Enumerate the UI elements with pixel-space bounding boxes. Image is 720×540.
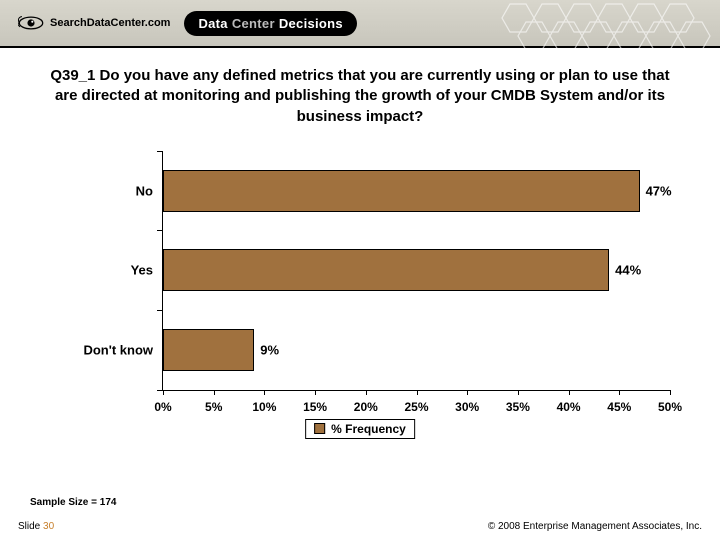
question-title: Q39_1 Do you have any defined metrics th… [0, 48, 720, 133]
eye-icon [18, 14, 44, 32]
bar [163, 249, 609, 291]
x-axis-label: 40% [557, 400, 581, 414]
sample-size: Sample Size = 174 [30, 497, 116, 508]
copyright: © 2008 Enterprise Management Associates,… [488, 521, 702, 532]
header-bar: SearchDataCenter.com Data Center Decisio… [0, 0, 720, 48]
title-pill: Data Center Decisions [184, 11, 357, 36]
bar-value-label: 47% [640, 183, 672, 198]
plot-area: No47%Yes44%Don't know9%0%5%10%15%20%25%3… [162, 151, 670, 391]
legend-label: % Frequency [331, 422, 406, 436]
chart-legend: % Frequency [305, 419, 415, 439]
slide-label: Slide [18, 521, 40, 532]
x-axis-label: 25% [404, 400, 428, 414]
x-axis-label: 35% [506, 400, 530, 414]
x-axis-label: 50% [658, 400, 682, 414]
bar [163, 329, 254, 371]
bar-value-label: 9% [254, 342, 279, 357]
pill-word-2: Center [232, 16, 275, 31]
footer: Slide 30 © 2008 Enterprise Management As… [0, 521, 720, 532]
legend-swatch [314, 423, 325, 434]
slide-number: 30 [43, 521, 54, 532]
bar-value-label: 44% [609, 263, 641, 278]
pill-word-1: Data [198, 16, 227, 31]
slide-indicator: Slide 30 [18, 521, 54, 532]
bar-chart: No 47% Yes 44% Don't know 9% 0% 5% 10% 15% 20% 25% 3… [30, 141, 690, 441]
pill-word-3: Decisions [279, 16, 343, 31]
y-axis-label: Don't know [83, 342, 163, 357]
logo: SearchDataCenter.com [0, 14, 170, 32]
bar [163, 170, 640, 212]
y-axis-label: Yes [131, 263, 163, 278]
x-axis-label: 20% [354, 400, 378, 414]
x-axis-label: 10% [252, 400, 276, 414]
x-axis-label: 15% [303, 400, 327, 414]
x-axis-label: 45% [607, 400, 631, 414]
x-axis-label: 0% [154, 400, 171, 414]
x-axis-label: 30% [455, 400, 479, 414]
hex-pattern-icon [490, 0, 720, 48]
x-axis-label: 5% [205, 400, 222, 414]
y-axis-label: No [136, 183, 163, 198]
logo-text: SearchDataCenter.com [50, 17, 170, 29]
